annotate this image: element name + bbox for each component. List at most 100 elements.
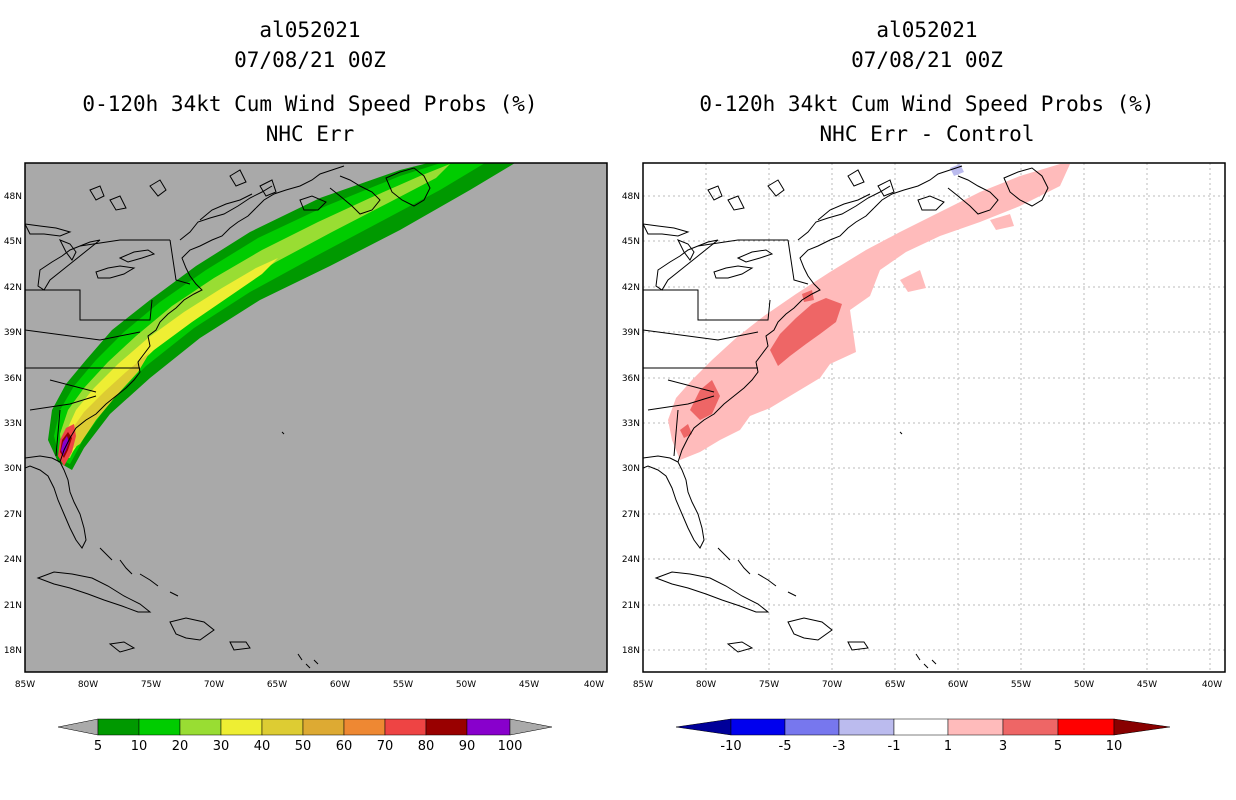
diff-region-medium-3 (680, 424, 692, 438)
lon-label: 80W (78, 680, 98, 690)
cb-left-label: 80 (418, 739, 435, 754)
lat-label: 42N (622, 283, 640, 293)
lat-label: 39N (4, 328, 22, 338)
lat-label: 18N (4, 646, 22, 656)
cb-right-label: 5 (1054, 739, 1062, 754)
diff-region-light (668, 164, 1070, 460)
cb-right-swatch (730, 718, 786, 736)
cb-left-lower-triangle (57, 718, 99, 736)
cb-right-label: 1 (944, 739, 952, 754)
lon-label: 85W (633, 680, 653, 690)
lat-label: 45N (4, 237, 22, 247)
lat-label: 30N (622, 464, 640, 474)
cb-right-label: -10 (720, 739, 741, 754)
cb-right-swatch (893, 718, 949, 736)
lat-label: 27N (622, 510, 640, 520)
diff-region-medium (770, 298, 842, 366)
lon-label: 85W (15, 680, 35, 690)
swath-band-5 (48, 163, 515, 470)
lon-label: 65W (267, 680, 287, 690)
cb-right-swatch (1002, 718, 1059, 736)
right-map-panel (642, 162, 1226, 673)
lat-label: 18N (622, 646, 640, 656)
cb-right-swatch (838, 718, 895, 736)
diff-region-light-2 (900, 270, 926, 292)
left-colorbar-labels: 5 10 20 30 40 50 60 70 80 90 100 (94, 739, 523, 754)
cb-right-upper-triangle (1113, 718, 1171, 736)
lon-label: 65W (885, 680, 905, 690)
cb-left-label: 90 (459, 739, 476, 754)
left-subtitle: NHC Err (265, 122, 355, 146)
cb-left-label: 5 (94, 739, 102, 754)
cb-left-label: 70 (377, 739, 394, 754)
cb-left-swatch (343, 718, 386, 736)
lon-label: 40W (1202, 680, 1222, 690)
lon-label: 40W (584, 680, 604, 690)
lat-label: 24N (622, 555, 640, 565)
lat-label: 21N (4, 601, 22, 611)
lon-label: 75W (759, 680, 779, 690)
cb-left-swatch (138, 718, 181, 736)
lon-label: 70W (822, 680, 842, 690)
lat-label: 39N (622, 328, 640, 338)
right-map-frame (642, 162, 1226, 673)
lat-label: 30N (4, 464, 22, 474)
left-storm-id: al052021 (259, 18, 361, 42)
lon-label: 50W (456, 680, 476, 690)
lat-label: 48N (622, 192, 640, 202)
cb-right-label: -3 (833, 739, 846, 754)
lat-label: 45N (622, 237, 640, 247)
lon-label: 75W (141, 680, 161, 690)
cb-left-upper-triangle (509, 718, 553, 736)
cb-left-swatch (220, 718, 263, 736)
left-datetime: 07/08/21 00Z (234, 48, 386, 72)
cb-left-label: 30 (213, 739, 230, 754)
cb-left-label: 60 (336, 739, 353, 754)
right-storm-id: al052021 (876, 18, 978, 42)
cb-left-swatch (384, 718, 427, 736)
lon-label: 45W (1137, 680, 1157, 690)
left-colorbar (57, 718, 553, 736)
lat-label: 27N (4, 510, 22, 520)
right-title-block: al052021 07/08/21 00Z 0-120h 34kt Cum Wi… (617, 15, 1236, 149)
left-map-frame (24, 162, 608, 673)
diff-region-medium-2 (690, 380, 720, 420)
lat-label: 33N (4, 419, 22, 429)
cb-left-label: 100 (498, 739, 523, 754)
right-colorbar-labels: -10 -5 -3 -1 1 3 5 10 (720, 739, 1122, 754)
lon-label: 60W (330, 680, 350, 690)
left-title-block: al052021 07/08/21 00Z 0-120h 34kt Cum Wi… (0, 15, 620, 149)
lon-label: 50W (1074, 680, 1094, 690)
right-lon-labels: 85W 80W 75W 70W 65W 60W 55W 50W 45W 40W (633, 680, 1222, 690)
cb-right-swatch (1057, 718, 1115, 736)
cb-right-label: 10 (1106, 739, 1123, 754)
cb-right-label: 3 (999, 739, 1007, 754)
lon-label: 80W (696, 680, 716, 690)
lon-label: 45W (519, 680, 539, 690)
lat-label: 36N (4, 374, 22, 384)
right-product-title: 0-120h 34kt Cum Wind Speed Probs (%) (699, 92, 1155, 116)
diff-region-light-3 (990, 214, 1014, 230)
swath-peak-90 (61, 436, 69, 456)
lon-label: 55W (1011, 680, 1031, 690)
left-map-panel (24, 162, 608, 673)
cb-right-lower-triangle (675, 718, 732, 736)
cb-left-swatch (179, 718, 222, 736)
lat-label: 21N (622, 601, 640, 611)
lat-label: 24N (4, 555, 22, 565)
lon-label: 60W (948, 680, 968, 690)
cb-right-label: -1 (888, 739, 901, 754)
left-lon-labels: 85W 80W 75W 70W 65W 60W 55W 50W 45W 40W (15, 680, 604, 690)
lat-label: 33N (622, 419, 640, 429)
right-lat-labels: 48N 45N 42N 39N 36N 33N 30N 27N 24N 21N … (622, 192, 640, 656)
lat-label: 48N (4, 192, 22, 202)
lat-label: 42N (4, 283, 22, 293)
left-lat-labels: 48N 45N 42N 39N 36N 33N 30N 27N 24N 21N … (4, 192, 22, 656)
lat-label: 36N (622, 374, 640, 384)
cb-left-swatch (97, 718, 140, 736)
cb-left-label: 10 (131, 739, 148, 754)
cb-left-label: 20 (172, 739, 189, 754)
cb-right-swatch (947, 718, 1004, 736)
cb-right-label: -5 (779, 739, 792, 754)
